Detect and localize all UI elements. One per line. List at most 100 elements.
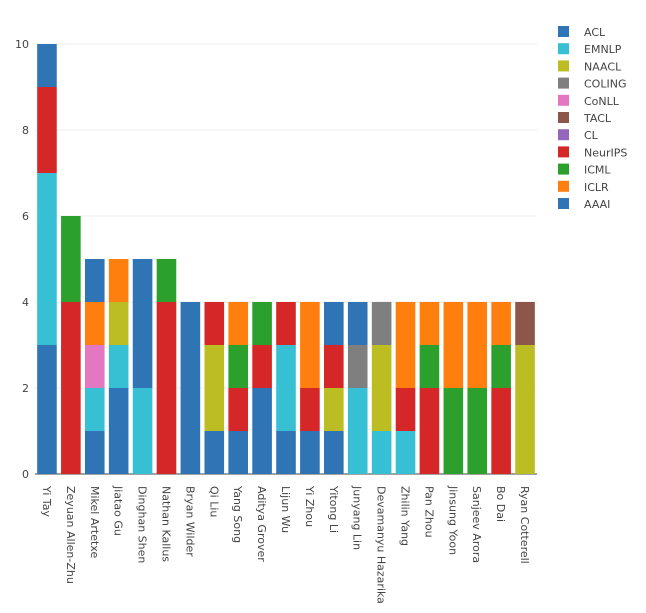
- bar-segment: [324, 302, 344, 345]
- x-tick-label: Jinsung Yoon: [446, 485, 459, 555]
- bar-segment: [515, 345, 535, 474]
- bar-segment: [84, 345, 105, 388]
- bar-segment: [324, 388, 344, 431]
- bar-segment: [276, 345, 296, 431]
- bar-segment: [419, 388, 440, 474]
- bar-segment: [276, 431, 296, 474]
- x-tick-label: Zhilin Yang: [399, 486, 412, 546]
- legend-swatch: [558, 43, 569, 55]
- bar-segment: [108, 302, 129, 345]
- bar-segment: [395, 388, 416, 431]
- bar-segment: [347, 388, 368, 474]
- x-tick-label: Devamanyu Hazarika: [375, 486, 388, 604]
- legend-label: ACL: [584, 26, 606, 39]
- legend-swatch: [558, 146, 569, 158]
- bar-segment: [419, 302, 440, 345]
- bar-segment: [84, 302, 105, 345]
- bar-segment: [395, 302, 416, 388]
- bar-segment: [300, 388, 320, 431]
- bar-segment: [37, 173, 57, 345]
- bar-segment: [84, 388, 105, 431]
- legend-label: CL: [584, 129, 599, 142]
- x-tick-label: Nathan Kallus: [159, 486, 172, 562]
- bar-segment: [61, 216, 81, 302]
- bar-segment: [467, 302, 488, 388]
- legend-label: NAACL: [584, 60, 622, 73]
- bar-segment: [37, 44, 57, 87]
- bar-segment: [347, 345, 368, 388]
- x-axis-ticks: Yi Tay Zeyuan Allen-Zhu Mikel Artetxe Jiata…: [40, 485, 531, 604]
- legend-label: ICML: [584, 164, 611, 177]
- legend-label: AAAI: [584, 198, 610, 211]
- x-tick-label: Yang Song: [231, 485, 244, 543]
- y-tick-label: 4: [22, 296, 29, 309]
- bar-segment: [204, 345, 225, 431]
- bar-segment: [347, 302, 368, 345]
- bar-segment: [132, 259, 153, 388]
- legend-swatch: [558, 180, 569, 192]
- bar-segment: [491, 388, 511, 474]
- legend-swatch: [558, 77, 569, 89]
- bar-segment: [61, 302, 81, 474]
- bar-segment: [180, 302, 201, 474]
- legend-swatch: [558, 129, 569, 141]
- bar-segment: [228, 431, 248, 474]
- bar-segment: [395, 431, 416, 474]
- legend-swatch: [558, 163, 569, 175]
- bar-segment: [37, 87, 57, 173]
- bar-segment: [252, 388, 272, 474]
- y-tick-label: 10: [15, 38, 29, 51]
- legend-swatch: [558, 94, 569, 106]
- x-tick-label: Sanjeev Arora: [470, 486, 483, 563]
- x-tick-label: Jiatao Gu: [112, 485, 125, 536]
- legend-label: EMNLP: [584, 43, 622, 56]
- bar-segment: [228, 302, 248, 345]
- x-tick-label: Yi Zhou: [303, 485, 316, 527]
- x-tick-label: Pan Zhou: [422, 486, 435, 538]
- legend-label: NeurIPS: [584, 146, 627, 159]
- bar-segment: [228, 345, 248, 388]
- bar-segment: [324, 431, 344, 474]
- legend: ACL EMNLP NAACL COLING CoNLL TACL CL NeurIPS ICM…: [558, 26, 627, 211]
- bar-segment: [324, 345, 344, 388]
- legend-label: CoNLL: [584, 95, 620, 108]
- bar-segment: [204, 431, 225, 474]
- y-tick-label: 6: [22, 210, 29, 223]
- x-tick-label: Lijun Wu: [279, 486, 292, 533]
- bar-segment: [156, 259, 177, 302]
- bar-segment: [37, 345, 57, 474]
- bar-segment: [108, 345, 129, 388]
- bar-segment: [443, 302, 464, 388]
- bar-segment: [467, 388, 488, 474]
- y-tick-label: 8: [22, 124, 29, 137]
- y-tick-label: 2: [22, 382, 29, 395]
- bar-segment: [204, 302, 225, 345]
- x-tick-label: Dinghan Shen: [136, 486, 149, 563]
- x-tick-label: Bryan Wilder: [183, 486, 196, 557]
- bar-segment: [300, 302, 320, 388]
- bar-segment: [300, 431, 320, 474]
- bar-segment: [371, 302, 392, 345]
- legend-swatch: [558, 198, 569, 209]
- legend-label: TACL: [583, 112, 612, 125]
- bar-segment: [443, 388, 464, 474]
- bar-segment: [252, 302, 272, 345]
- bar-segment: [515, 302, 535, 345]
- legend-swatch: [558, 26, 569, 37]
- bar-segment: [371, 431, 392, 474]
- bar-segment: [108, 259, 129, 302]
- bars: [37, 44, 535, 474]
- y-tick-label: 0: [22, 468, 29, 481]
- bar-segment: [84, 431, 105, 474]
- bar-segment: [108, 388, 129, 474]
- bar-segment: [132, 388, 153, 474]
- x-tick-label: Ryan Cotterell: [518, 486, 531, 564]
- bar-segment: [228, 388, 248, 431]
- x-tick-label: Aditya Grover: [255, 486, 268, 562]
- y-axis-ticks: 0 2 4 6 8 10: [15, 38, 29, 481]
- legend-swatch: [558, 112, 569, 123]
- bar-segment: [491, 345, 511, 388]
- bar-segment: [252, 345, 272, 388]
- x-tick-label: Mikel Artetxe: [88, 486, 101, 558]
